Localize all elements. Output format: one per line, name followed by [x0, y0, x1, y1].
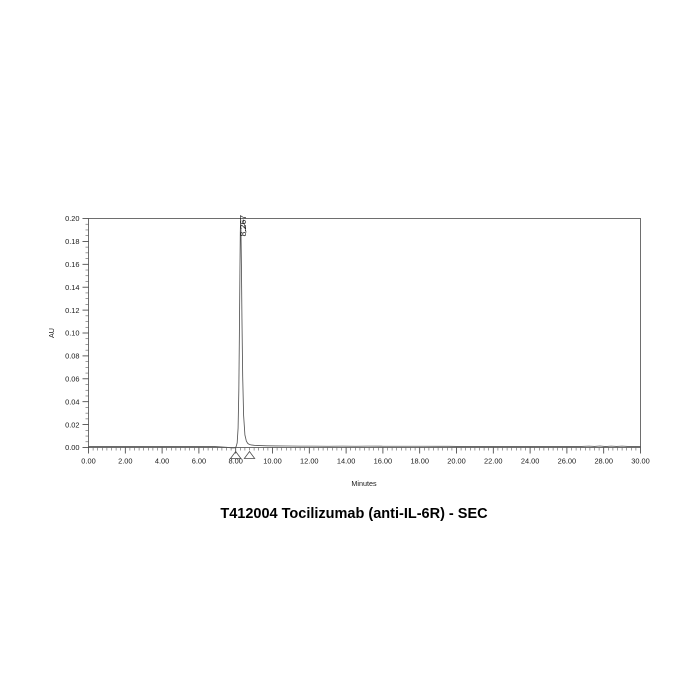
y-tick-label: 0.00 [65, 443, 79, 452]
y-tick-label: 0.02 [65, 420, 79, 429]
x-tick-label: 0.00 [81, 457, 95, 466]
x-tick-label: 4.00 [155, 457, 169, 466]
y-axis-tick-labels: 0.00 0.02 0.04 0.06 0.08 0.10 0.12 0.14 0.16 0.18… [65, 214, 79, 452]
peak-annotation: 8.267 [238, 215, 248, 237]
x-tick-label: 20.00 [447, 457, 466, 466]
y-tick-label: 0.12 [65, 306, 79, 315]
y-tick-label: 0.06 [65, 375, 79, 384]
x-axis-ticks [88, 447, 641, 454]
chromatogram-trace [88, 218, 641, 449]
x-tick-label: 6.00 [192, 457, 206, 466]
y-axis-title: AU [47, 328, 56, 338]
x-tick-label: 14.00 [337, 457, 356, 466]
chart-title: T412004 Tocilizumab (anti-IL-6R) - SEC [220, 506, 488, 522]
y-tick-label: 0.18 [65, 237, 79, 246]
x-tick-label: 8.00 [229, 457, 243, 466]
integration-markers [229, 450, 256, 459]
x-tick-label: 2.00 [118, 457, 132, 466]
x-tick-label: 24.00 [521, 457, 540, 466]
y-tick-label: 0.16 [65, 260, 79, 269]
peak-end-marker [243, 450, 256, 459]
x-axis-tick-labels: 0.00 2.00 4.00 6.00 8.00 10.00 12.00 14.00 16.00… [81, 457, 649, 466]
peak-retention-time-label: 8.267 [238, 215, 248, 237]
x-tick-label: 16.00 [374, 457, 393, 466]
x-tick-label: 18.00 [410, 457, 429, 466]
y-tick-label: 0.04 [65, 397, 79, 406]
peak-leader-line [242, 219, 247, 233]
x-axis-title: Minutes [351, 479, 377, 488]
x-tick-label: 12.00 [300, 457, 319, 466]
trace-line [88, 218, 641, 449]
x-tick-label: 22.00 [484, 457, 503, 466]
y-tick-label: 0.20 [65, 214, 79, 223]
y-tick-label: 0.10 [65, 329, 79, 338]
x-tick-label: 28.00 [594, 457, 613, 466]
y-tick-label: 0.14 [65, 283, 79, 292]
x-tick-label: 10.00 [263, 457, 282, 466]
y-tick-label: 0.08 [65, 352, 79, 361]
peak-start-marker [229, 450, 242, 459]
x-tick-label: 30.00 [631, 457, 650, 466]
y-axis-ticks [82, 218, 89, 448]
x-tick-label: 26.00 [558, 457, 577, 466]
